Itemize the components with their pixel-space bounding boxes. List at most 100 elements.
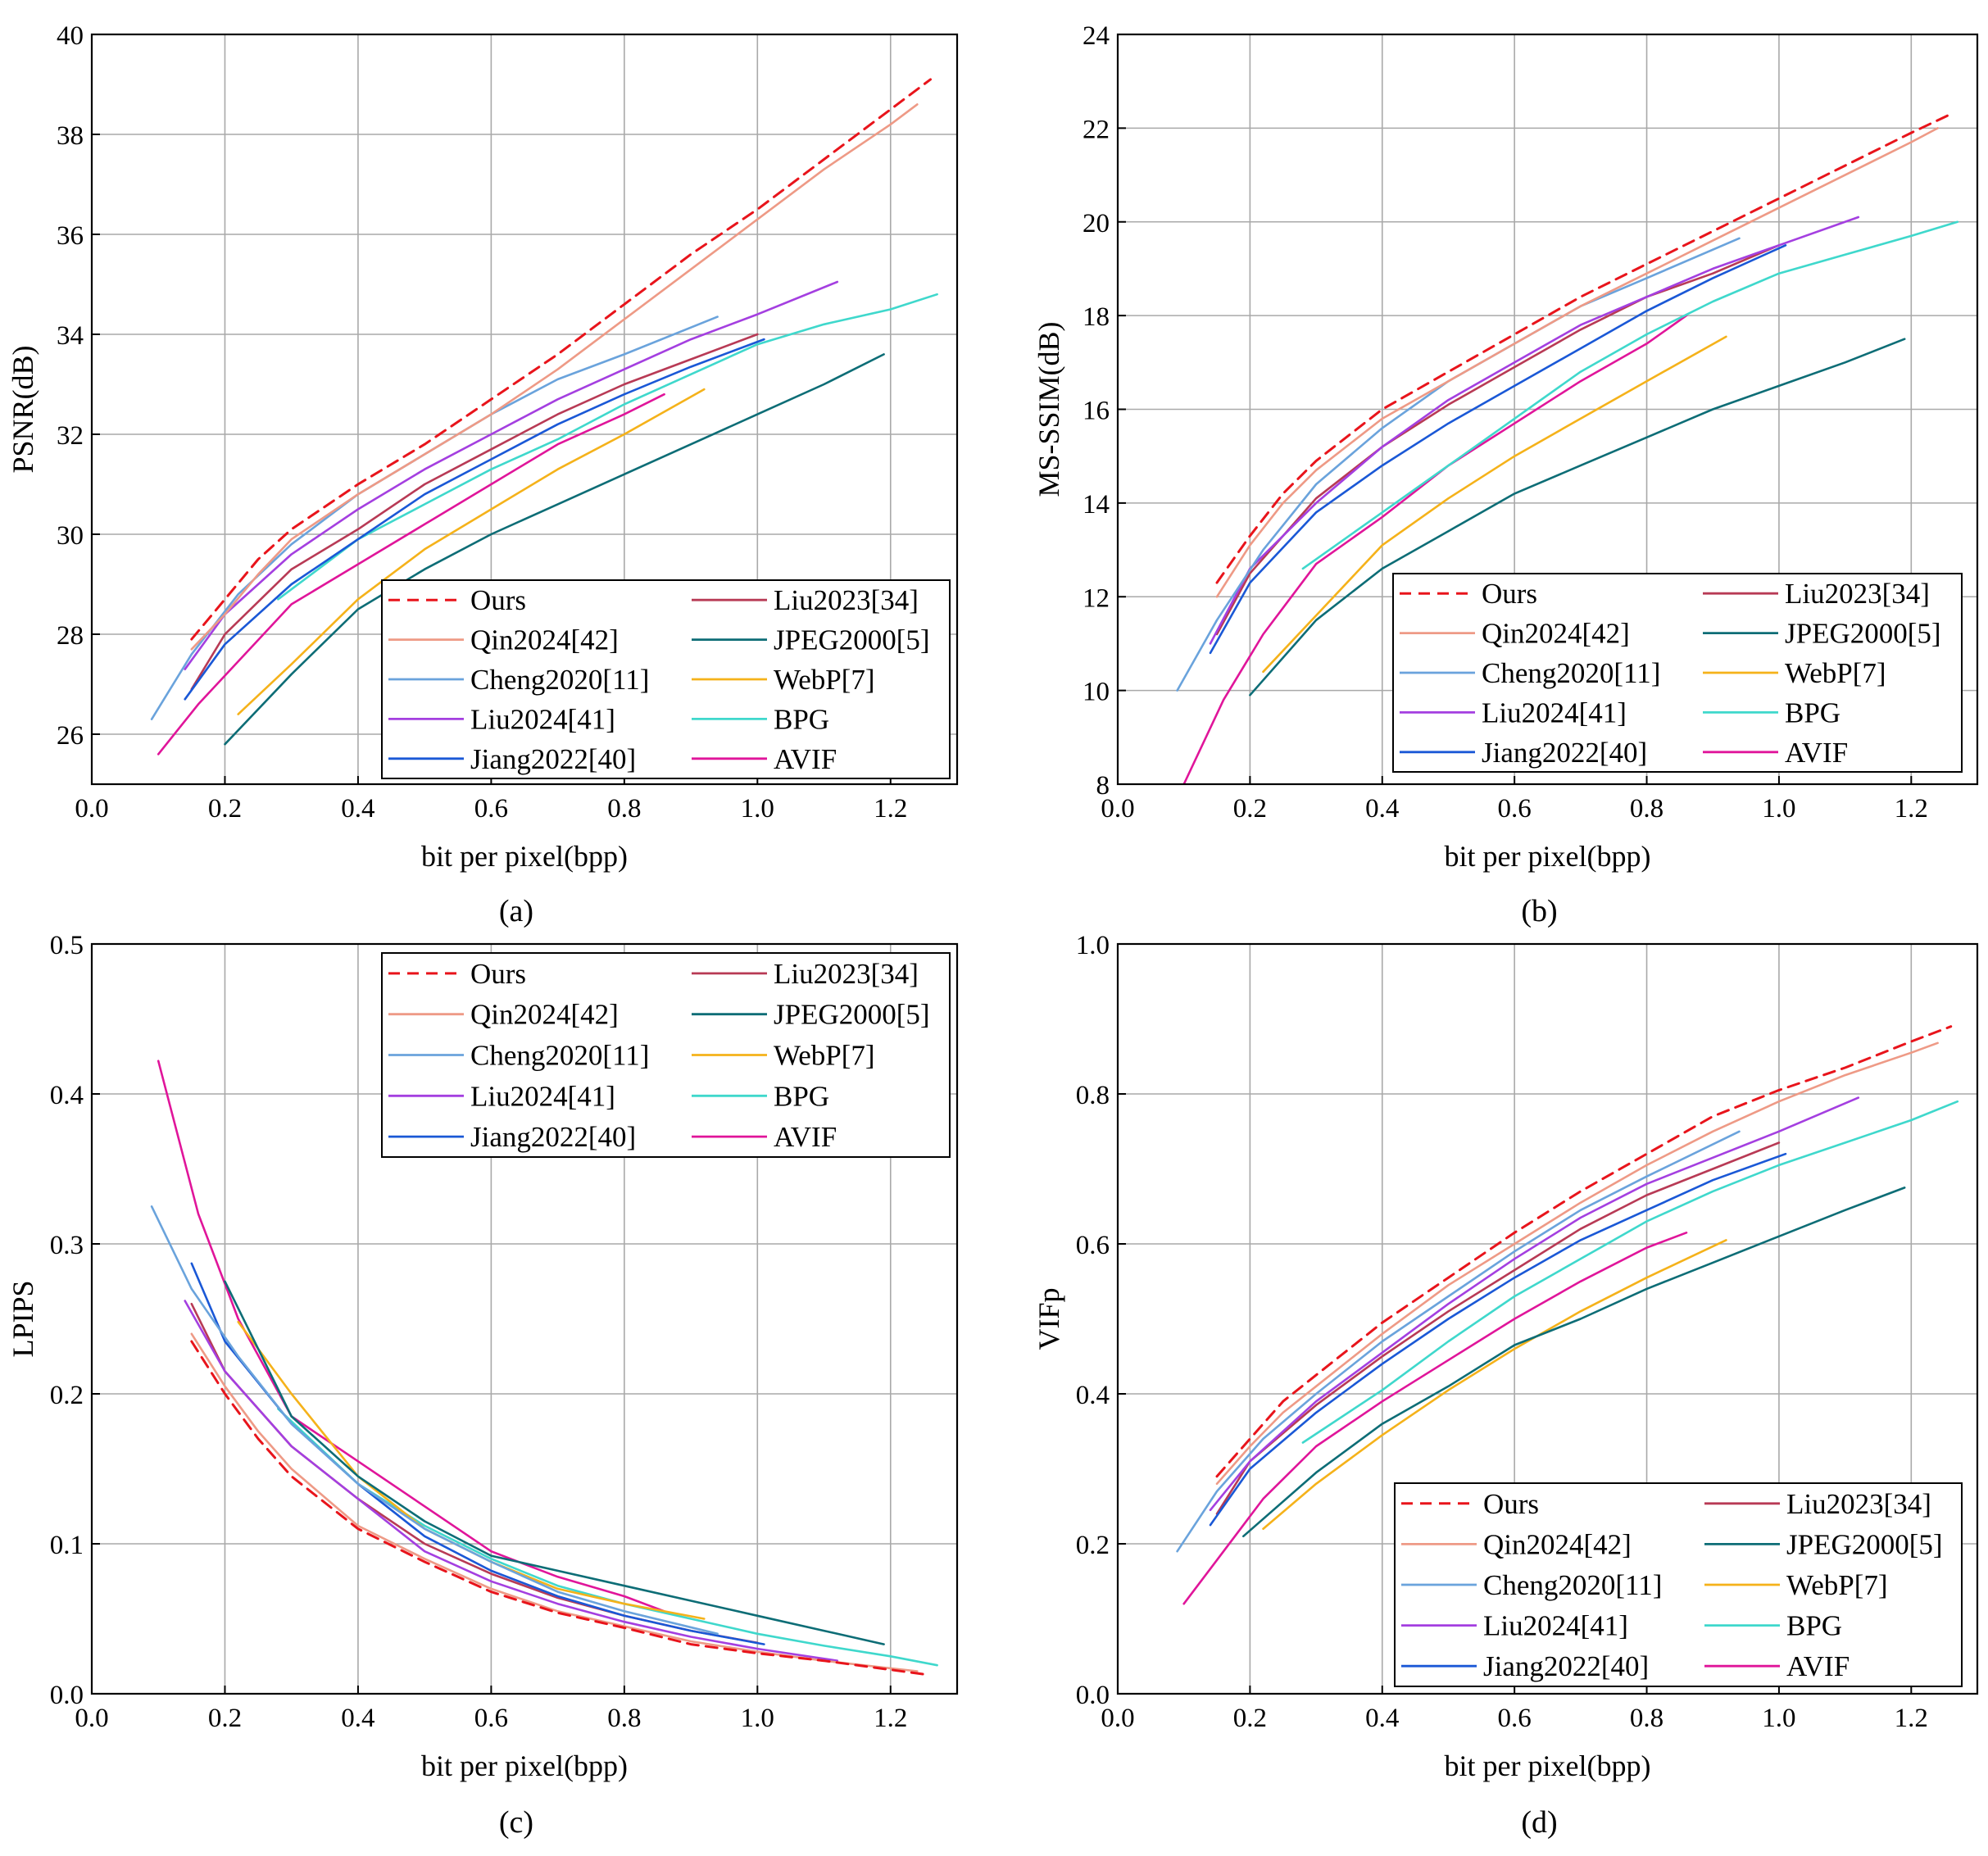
x-tick-label: 1.2 — [874, 794, 907, 824]
y-tick-label: 28 — [57, 621, 84, 651]
y-tick-label: 10 — [1083, 678, 1110, 707]
legend-label-bpg: BPG — [1785, 697, 1840, 728]
x-axis-label: bit per pixel(bpp) — [1445, 840, 1651, 873]
legend-label-bpg: BPG — [774, 703, 829, 735]
legend-label-liu2023-34: Liu2023[34] — [774, 584, 919, 616]
x-tick-label: 0.4 — [341, 1704, 374, 1733]
series-line-avif — [157, 1060, 665, 1613]
panel-caption: (a) — [499, 894, 533, 928]
x-tick-label: 0.4 — [341, 794, 374, 824]
series-line-liu2023-34 — [1215, 1141, 1781, 1515]
legend-box — [1392, 573, 1963, 773]
y-tick-label: 0.1 — [50, 1531, 84, 1560]
series-line-cheng2020-11 — [150, 1205, 719, 1636]
chart-panel-c: 0.0 0.2 0.4 0.6 0.8 1.0 1.2 0.0 0.1 0.2 0.3 0.4 0.5 b… — [7, 931, 959, 1840]
series-line-liu2024-41 — [1209, 1096, 1860, 1512]
series-line-ours — [1215, 1025, 1953, 1478]
series-line-jpeg2000-5 — [224, 1280, 885, 1645]
x-tick-label: 0.6 — [474, 1704, 508, 1733]
series-lines — [1176, 1025, 1959, 1605]
series-line-ours — [190, 78, 932, 641]
plot-frame — [90, 33, 959, 786]
x-tick-label: 0.2 — [208, 794, 242, 824]
legend-label-qin2024-42: Qin2024[42] — [1483, 1528, 1632, 1560]
x-tick-label: 1.0 — [1762, 794, 1795, 824]
legend-label-webp-7: WebP[7] — [774, 664, 875, 696]
series-line-liu2023-34 — [190, 333, 759, 691]
series-line-jiang2022-40 — [184, 338, 765, 701]
y-tick-label: 0.5 — [50, 931, 84, 960]
y-tick-label: 32 — [57, 421, 84, 451]
y-tick-label: 40 — [57, 21, 84, 51]
legend-label-jiang2022-40: Jiang2022[40] — [1482, 737, 1647, 769]
y-tick-label: 14 — [1083, 490, 1110, 520]
x-tick-label: 0.6 — [474, 794, 508, 824]
legend-label-jpeg2000-5: JPEG2000[5] — [1786, 1528, 1943, 1560]
x-tick-label: 1.2 — [874, 1704, 907, 1733]
y-tick-label: 8 — [1096, 771, 1110, 801]
y-tick-label: 1.0 — [1076, 931, 1110, 960]
y-axis-label: LPIPS — [7, 1280, 39, 1357]
y-tick-label: 0.2 — [1076, 1531, 1110, 1560]
legend-label-liu2023-34: Liu2023[34] — [1785, 578, 1930, 610]
series-line-qin2024-42 — [190, 103, 919, 651]
x-tick-label: 1.2 — [1895, 794, 1928, 824]
x-tick-label: 0.0 — [1101, 1704, 1134, 1733]
y-tick-label: 0.6 — [1076, 1231, 1110, 1260]
y-tick-label: 24 — [1083, 21, 1110, 51]
series-line-jpeg2000-5 — [1249, 338, 1906, 697]
series-line-bpg — [1301, 1100, 1959, 1444]
legend-label-jiang2022-40: Jiang2022[40] — [1483, 1650, 1649, 1682]
series-line-webp-7 — [1262, 335, 1727, 674]
legend-label-bpg: BPG — [774, 1080, 829, 1112]
legend-label-jpeg2000-5: JPEG2000[5] — [774, 999, 930, 1031]
x-tick-label: 1.0 — [741, 1704, 774, 1733]
series-line-avif — [1182, 1232, 1688, 1605]
x-tick-label: 0.8 — [607, 794, 641, 824]
y-tick-label: 20 — [1083, 209, 1110, 238]
series-line-jpeg2000-5 — [1242, 1187, 1906, 1538]
panel-caption: (b) — [1521, 894, 1557, 928]
series-line-webp-7 — [237, 388, 706, 715]
x-tick-label: 0.2 — [1233, 794, 1267, 824]
legend-label-webp-7: WebP[7] — [1786, 1569, 1888, 1601]
series-line-liu2024-41 — [1209, 216, 1860, 645]
y-tick-label: 12 — [1083, 583, 1110, 613]
chart-panel-d: 0.0 0.2 0.4 0.6 0.8 1.0 1.2 0.0 0.2 0.4 0.6 0.8 1.0 b… — [1033, 931, 1979, 1840]
legend-box — [1394, 1482, 1963, 1687]
y-tick-label: 0.0 — [50, 1681, 84, 1710]
x-tick-label: 0.6 — [1498, 794, 1532, 824]
legend: Ours Qin2024[42] Cheng2020[11] Liu2024[41] J… — [1394, 1482, 1963, 1687]
legend-label-avif: AVIF — [1786, 1650, 1850, 1682]
chart-panel-b: 0.0 0.2 0.4 0.6 0.8 1.0 1.2 8 10 12 14 16 18 20 22 24 bi… — [1033, 21, 1979, 928]
x-tick-label: 0.8 — [1630, 794, 1663, 824]
legend-label-cheng2020-11: Cheng2020[11] — [470, 664, 649, 696]
series-line-qin2024-42 — [1215, 127, 1939, 598]
x-axis-label: bit per pixel(bpp) — [1445, 1749, 1651, 1782]
series-line-bpg — [277, 293, 938, 601]
legend-box — [381, 579, 951, 779]
legend-label-qin2024-42: Qin2024[42] — [470, 999, 619, 1031]
x-tick-label: 0.8 — [607, 1704, 641, 1733]
series-line-ours — [190, 1340, 925, 1676]
legend-label-liu2024-41: Liu2024[41] — [1483, 1610, 1628, 1642]
x-tick-label: 1.0 — [1762, 1704, 1795, 1733]
y-tick-label: 22 — [1083, 115, 1110, 144]
y-tick-label: 0.2 — [50, 1381, 84, 1410]
plot-frame — [90, 942, 959, 1695]
legend-label-cheng2020-11: Cheng2020[11] — [470, 1040, 649, 1072]
plot-frame — [1116, 942, 1979, 1695]
chart-panel-a: 0.0 0.2 0.4 0.6 0.8 1.0 1.2 26 28 30 32 34 36 38 40 bit… — [7, 21, 959, 928]
y-tick-label: 0.4 — [1076, 1381, 1110, 1410]
x-axis-label: bit per pixel(bpp) — [421, 1749, 628, 1782]
y-tick-label: 36 — [57, 221, 84, 251]
y-tick-label: 16 — [1083, 397, 1110, 426]
legend: Ours Qin2024[42] Cheng2020[11] Liu2024[41] J… — [1392, 573, 1963, 773]
series-line-bpg — [1301, 220, 1959, 570]
legend-box — [381, 952, 951, 1158]
y-axis-label: VIFp — [1033, 1287, 1065, 1350]
y-tick-label: 34 — [57, 321, 84, 351]
x-axis-label: bit per pixel(bpp) — [421, 840, 628, 873]
series-lines — [150, 78, 938, 756]
